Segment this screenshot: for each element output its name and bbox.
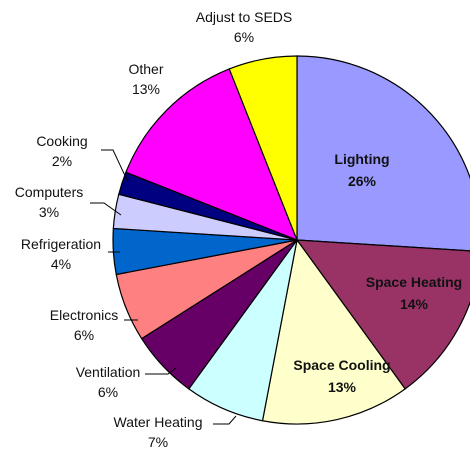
slices-layer bbox=[112, 55, 470, 425]
slice-percent-space-heating: 14% bbox=[400, 296, 429, 312]
slice-percent-cooking: 2% bbox=[52, 153, 72, 169]
pie-slice-other bbox=[125, 68, 299, 242]
leader-line-computers bbox=[90, 202, 122, 216]
slice-percent-water-heating: 7% bbox=[148, 434, 168, 450]
pie-slice-lighting bbox=[296, 55, 470, 252]
slice-percent-lighting: 26% bbox=[348, 173, 377, 189]
slice-label-lighting: Lighting bbox=[334, 151, 389, 167]
slice-label-water-heating: Water Heating bbox=[114, 414, 203, 430]
labels-layer: Lighting 26% Space Heating 14% Space Cooling… bbox=[15, 9, 462, 450]
slice-label-other: Other bbox=[128, 61, 163, 77]
leader-line-ventilation bbox=[145, 367, 177, 375]
slice-label-space-cooling: Space Cooling bbox=[293, 357, 390, 373]
slice-percent-other: 13% bbox=[132, 81, 160, 97]
slice-label-cooking: Cooking bbox=[36, 133, 87, 149]
slice-percent-adjust-to-seds: 6% bbox=[234, 29, 254, 45]
leader-lines-layer bbox=[90, 149, 237, 425]
slice-percent-ventilation: 6% bbox=[98, 384, 118, 400]
slice-percent-computers: 3% bbox=[39, 204, 59, 220]
slice-label-electronics: Electronics bbox=[50, 307, 118, 323]
pie-slice-adjust-to-seds bbox=[228, 55, 298, 241]
slice-label-space-heating: Space Heating bbox=[366, 274, 462, 290]
slice-label-refrigeration: Refrigeration bbox=[21, 236, 101, 252]
slice-label-computers: Computers bbox=[15, 184, 83, 200]
pie-slice-space-cooling bbox=[261, 238, 406, 425]
slice-label-ventilation: Ventilation bbox=[76, 364, 141, 380]
leader-line-cooking bbox=[101, 149, 129, 183]
leader-line-water-heating bbox=[213, 415, 237, 425]
slice-percent-refrigeration: 4% bbox=[51, 256, 71, 272]
slice-percent-electronics: 6% bbox=[74, 327, 94, 343]
slice-label-adjust-to-seds: Adjust to SEDS bbox=[196, 9, 293, 25]
slice-percent-space-cooling: 13% bbox=[328, 379, 357, 395]
pie-slice-space-heating bbox=[295, 239, 470, 390]
